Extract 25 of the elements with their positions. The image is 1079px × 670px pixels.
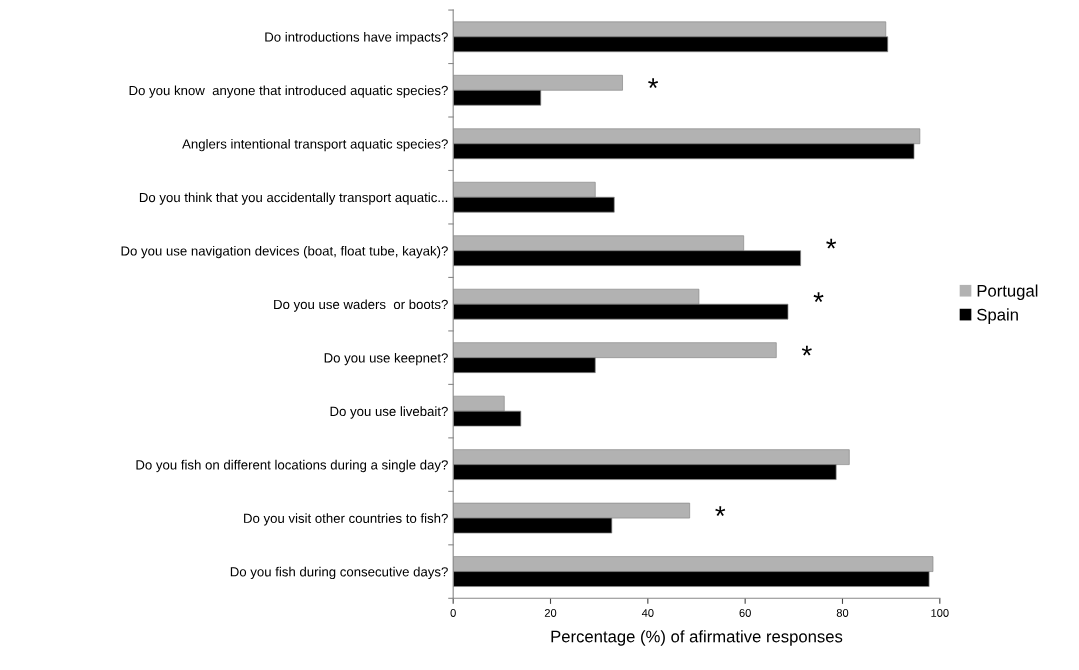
y-tick-label: Do you visit other countries to fish? (244, 513, 448, 526)
legend-label: Portugal (977, 284, 1038, 301)
annotation: * (801, 345, 812, 356)
y-tick-label: Do you use livebait? (330, 406, 448, 419)
x-tick-label: 0 (450, 609, 456, 617)
x-tick-label: 80 (836, 609, 849, 617)
annotation: * (648, 78, 659, 89)
annotation: * (813, 292, 824, 303)
y-tick-label: Do you fish on different locations during a single day? (136, 459, 448, 473)
annotation: * (826, 238, 837, 249)
y-tick-label: Do you use keepnet? (324, 352, 448, 366)
y-tick-label: Do you think that you accidentally transport aquatic... (139, 192, 448, 205)
y-tick-label: Do you fish during consecutive days? (230, 566, 448, 580)
y-tick-label: Do you use waders or boots? (274, 299, 448, 312)
legend-label: Spain (977, 308, 1018, 324)
x-tick-label: 60 (739, 609, 751, 617)
x-tick-label: 20 (544, 609, 557, 617)
x-tick-label: 40 (641, 609, 654, 617)
y-tick-label: Do you know anyone that introduced aquatic species? (129, 85, 448, 98)
y-tick-label: Do you use navigation devices (boat, float tube, kayak)? (121, 245, 448, 259)
y-tick-label: Do introductions have impacts? (265, 32, 448, 45)
y-tick-label: Anglers intentional transport aquatic species? (182, 138, 448, 152)
x-tick-label: 100 (931, 609, 949, 617)
annotation: * (715, 506, 726, 516)
x-axis-title: Percentage (%) of afirmative responses (551, 630, 843, 646)
